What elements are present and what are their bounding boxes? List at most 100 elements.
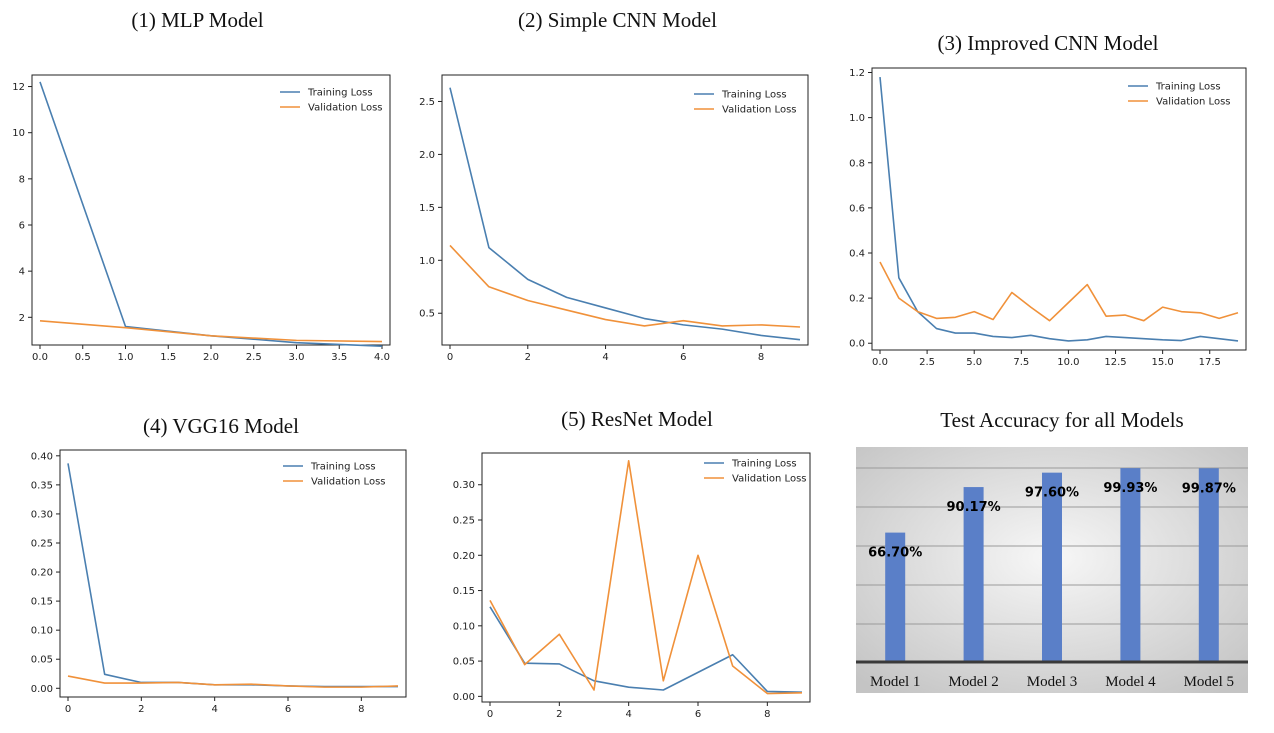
y-tick-label: 0.10 [453,621,475,632]
bar-value-label: 90.17% [947,500,1001,515]
bar-value-label: 99.87% [1182,481,1236,496]
validation-loss-line [67,675,399,688]
x-tick-label: 1.0 [118,352,134,363]
y-tick-label: 0.2 [849,294,865,305]
bar-value-label: 66.70% [868,546,922,561]
y-tick-label: 0.40 [31,451,53,462]
accuracy-bar [1120,468,1141,662]
x-tick-label: 0 [65,704,71,715]
plot-svg: 0 2 4 6 8 0.00 0.05 0.10 0.15 0.20 0.25 0.30 0.35 0.4… [31,449,407,715]
x-tick-label: 0.0 [872,357,888,368]
y-tick-label: 0.25 [31,538,53,549]
x-tick-label: 0.5 [75,352,91,363]
plot-frame [481,452,811,703]
test-accuracy-chart: Test Accuracy for all Models 66.70% Model… [840,405,1274,733]
y-tick-label: 0.30 [453,480,475,491]
y-tick-label: 0.5 [419,309,435,320]
y-tick-label: 1.5 [419,203,435,214]
x-tick-label: 1.5 [160,352,176,363]
x-tick-label: 8 [764,709,770,720]
category-label: Model 2 [948,674,998,690]
legend-label: Validation Loss [308,103,383,114]
bar-svg: 66.70% Model 1 90.17% Model 2 97.60% Model 3 9… [856,447,1248,693]
y-tick-label: 0.10 [31,626,53,637]
improved-cnn-loss-chart: (3) Improved CNN Model 0.0 2.5 5.0 7.5 10.0 1… [840,0,1274,380]
chart-title: (1) MLP Model [131,8,264,32]
y-tick-label: 0.00 [453,692,475,703]
chart-title: (4) VGG16 Model [143,414,299,438]
x-tick-label: 4 [211,704,217,715]
x-tick-label: 2.0 [203,352,219,363]
y-tick-label: 0.25 [453,516,475,527]
legend-label: Validation Loss [1156,97,1231,108]
mlp-loss-chart: (1) MLP Model 0.0 0.5 1.0 1.5 2.0 2.5 3.0 3.5 4.… [0,0,420,375]
chart-title: (2) Simple CNN Model [518,8,717,32]
y-tick-label: 0.00 [31,684,53,695]
y-tick-label: 0.15 [31,597,53,608]
x-tick-label: 6 [695,709,701,720]
legend-label: Training Loss [310,462,376,473]
plot-svg: 0 2 4 6 8 0.5 1.0 1.5 2.0 2.5 Training Loss Validat… [419,74,809,363]
x-tick-label: 6 [680,352,686,363]
legend-label: Validation Loss [311,477,386,488]
x-tick-label: 2 [138,704,144,715]
y-tick-label: 0.6 [849,203,865,214]
plot-frame [59,449,407,698]
y-tick-label: 10 [12,128,25,139]
plot-svg: 0 2 4 6 8 0.00 0.05 0.10 0.15 0.20 0.25 0.30 Trainin… [453,452,811,720]
legend-label: Training Loss [307,88,373,99]
chart-title: Test Accuracy for all Models [940,408,1184,432]
bar-value-label: 99.93% [1103,481,1157,496]
accuracy-bar [1042,472,1062,662]
y-tick-label: 0.35 [31,480,53,491]
x-tick-label: 6 [285,704,291,715]
plot-svg: 0.0 0.5 1.0 1.5 2.0 2.5 3.0 3.5 4.0 2 4 6 8 10 12 Train… [12,74,391,363]
x-tick-label: 0 [487,709,493,720]
simple-cnn-loss-chart: (2) Simple CNN Model 0 2 4 6 8 0.5 1.0 1.5 2.0 2.… [419,0,840,375]
y-tick-label: 0.30 [31,509,53,520]
y-tick-label: 2.0 [419,150,435,161]
category-label: Model 4 [1105,674,1156,690]
legend-label: Training Loss [1155,82,1221,93]
chart-title: (3) Improved CNN Model [937,31,1159,55]
y-tick-label: 4 [19,267,25,278]
x-tick-label: 0.0 [32,352,48,363]
x-tick-label: 10.0 [1057,357,1079,368]
y-tick-label: 0.0 [849,339,865,350]
y-tick-label: 0.4 [849,248,865,259]
category-label: Model 3 [1027,674,1077,690]
x-tick-label: 2 [525,352,531,363]
legend-label: Training Loss [731,459,797,470]
validation-loss-line [489,459,803,695]
y-tick-label: 0.15 [453,586,475,597]
x-tick-label: 5.0 [966,357,982,368]
plot-frame [871,67,1247,351]
accuracy-bar [1198,468,1219,662]
y-tick-label: 6 [19,221,25,232]
x-tick-label: 4 [625,709,631,720]
x-tick-label: 3.5 [331,352,347,363]
validation-loss-line [879,261,1239,322]
training-loss-line [879,76,1239,342]
x-tick-label: 2 [556,709,562,720]
accuracy-bar [963,487,984,662]
x-tick-label: 15.0 [1151,357,1173,368]
plot-frame [441,74,809,346]
training-loss-line [39,81,383,347]
x-tick-label: 0 [447,352,453,363]
plot-frame [31,74,391,346]
y-tick-label: 2 [19,313,25,324]
y-tick-label: 0.8 [849,158,865,169]
y-tick-label: 1.0 [419,256,435,267]
validation-loss-line [39,319,383,343]
validation-loss-line [449,244,801,328]
vgg16-loss-chart: (4) VGG16 Model 0 2 4 6 8 0.00 0.05 0.10 0.15 0.2… [0,405,420,733]
bar-value-label: 97.60% [1025,486,1079,501]
legend-label: Training Loss [721,90,787,101]
y-tick-label: 0.05 [453,657,475,668]
x-tick-label: 8 [758,352,764,363]
category-label: Model 1 [870,674,920,690]
y-tick-label: 0.20 [453,551,475,562]
x-tick-label: 17.5 [1199,357,1221,368]
x-tick-label: 4.0 [374,352,390,363]
